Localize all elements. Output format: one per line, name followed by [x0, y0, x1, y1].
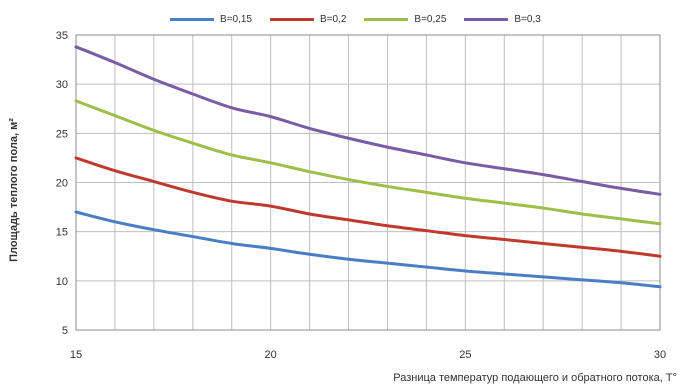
y-tick-label: 20 [56, 178, 68, 190]
legend-item: В=0,15 [170, 14, 252, 25]
legend-swatch [269, 18, 314, 21]
x-tick-label: 20 [265, 349, 277, 361]
y-tick-label: 10 [56, 276, 68, 288]
series-line-1 [74, 210, 662, 289]
legend-swatch [464, 18, 509, 21]
legend-label: В=0,3 [514, 14, 541, 25]
series-line-3 [74, 99, 662, 226]
y-tick-label: 15 [56, 227, 68, 239]
legend-label: В=0,2 [319, 14, 347, 25]
legend-item: В=0,2 [269, 14, 347, 25]
x-tick-label: 25 [459, 349, 471, 361]
legend-item: В=0,25 [364, 14, 446, 25]
y-axis-label-wrap: Площадь теплого пола, м² [2, 40, 26, 340]
legend-swatch [170, 18, 214, 21]
y-tick-label: 35 [56, 30, 68, 42]
x-axis-label: Разница температур подающего и обратного… [393, 372, 677, 384]
x-tick-label: 30 [654, 349, 666, 361]
x-tick-label: 15 [70, 349, 82, 361]
plot-border [75, 34, 661, 331]
legend-label: В=0,15 [220, 14, 252, 25]
series-line-2 [74, 156, 662, 258]
legend-swatch [364, 18, 409, 21]
series-lines [74, 45, 662, 289]
legend-item: В=0,3 [464, 14, 541, 25]
y-tick-labels: 5 10 15 20 25 30 35 [56, 30, 68, 337]
legend-label: В=0,25 [414, 14, 447, 25]
y-tick-label: 30 [56, 79, 68, 91]
legend: В=0,15 В=0,2 В=0,25 В=0,3 [170, 14, 559, 25]
series-line-4 [74, 45, 662, 196]
x-tick-labels: 15 20 25 30 [70, 349, 666, 361]
y-tick-label: 25 [56, 128, 68, 140]
y-axis-label: Площадь теплого пола, м² [8, 118, 20, 262]
y-tick-label: 5 [62, 325, 68, 337]
